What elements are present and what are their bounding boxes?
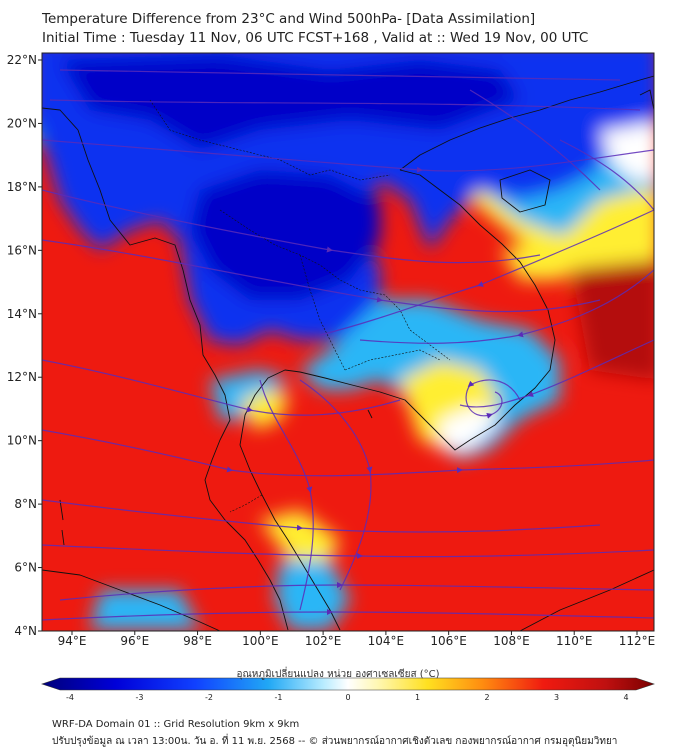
cool-southwest <box>90 590 200 630</box>
lat-tick-label: 14°N <box>7 307 37 321</box>
lon-tick-label: 102°E <box>305 634 342 648</box>
phu-quoc <box>367 409 373 419</box>
lat-tick-label: 18°N <box>7 180 37 194</box>
wind-streamlines <box>42 69 654 621</box>
streamline <box>59 582 654 601</box>
colorbar-label: อุณหภูมิเปลี่ยนแปลง หน่วย องศาเซลเซียส (… <box>236 669 440 680</box>
temperature-field <box>42 53 654 631</box>
warm-anomaly-deep <box>570 250 654 380</box>
map-title: Temperature Difference from 23°C and Win… <box>42 11 536 27</box>
streamline <box>42 139 654 173</box>
lat-tick-label: 10°N <box>7 434 37 448</box>
colorbar-tick-label: -4 <box>66 693 74 702</box>
vietnam-coast <box>399 169 556 441</box>
cambodia-coast <box>299 371 471 451</box>
streamline <box>42 499 601 533</box>
footer-resolution: WRF-DA Domain 01 :: Grid Resolution 9km … <box>52 719 300 730</box>
colorbar-bar <box>41 677 655 691</box>
streamline <box>42 359 401 416</box>
yellow-south-pocket <box>260 510 340 560</box>
lon-tick-label: 106°E <box>430 634 467 648</box>
lon-tick-label: 96°E <box>120 634 149 648</box>
andaman-islands <box>59 499 65 546</box>
lon-tick-label: 110°E <box>556 634 593 648</box>
streamline <box>42 609 654 621</box>
country-borders <box>149 99 451 513</box>
colorbar-tick-label: 0 <box>345 693 350 702</box>
colorbar-tick-label: -1 <box>275 693 283 702</box>
streamline <box>559 139 654 211</box>
malay-peninsula-west <box>204 419 289 631</box>
cool-upper-right <box>560 60 654 130</box>
colorbar-tick-label: -2 <box>205 693 213 702</box>
streamline <box>42 189 541 264</box>
hainan <box>499 169 551 213</box>
white-east <box>600 120 654 180</box>
streamline <box>299 379 373 591</box>
yellow-east-tongue <box>500 190 654 280</box>
cold-core <box>190 170 380 300</box>
latitude-axis: 22°N 20°N 18°N 16°N 14°N 12°N 10°N 8°N 6°N 4°N <box>7 53 42 638</box>
streamline <box>259 379 314 611</box>
streamline <box>49 99 641 111</box>
colorbar-tick-label: -3 <box>136 693 144 702</box>
lat-tick-label: 20°N <box>7 116 37 130</box>
lon-tick-label: 100°E <box>242 634 279 648</box>
lat-tick-label: 12°N <box>7 370 37 384</box>
borneo-fragment <box>519 569 654 631</box>
colorbar-tick-label: 1 <box>415 693 420 702</box>
lon-tick-label: 104°E <box>368 634 405 648</box>
colorbar-tick-label: 3 <box>554 693 559 702</box>
myanmar-coast <box>42 107 231 421</box>
china-coast <box>399 75 654 171</box>
lat-tick-label: 16°N <box>7 243 37 257</box>
colorbar-tick-label: 4 <box>623 693 628 702</box>
footer-credit: ปรับปรุงข้อมูล ณ เวลา 13:00น. วัน อ. ที่… <box>52 736 618 747</box>
streamline <box>42 544 654 559</box>
map-frame <box>41 52 655 632</box>
lon-tick-label: 112°E <box>619 634 656 648</box>
streamline <box>465 379 521 419</box>
lon-tick-label: 98°E <box>183 634 212 648</box>
streamline <box>469 89 601 191</box>
lon-tick-label: 94°E <box>58 634 87 648</box>
lat-tick-label: 6°N <box>14 561 37 575</box>
lat-tick-label: 8°N <box>14 497 37 511</box>
cool-gulf <box>210 370 290 420</box>
colorbar: -4 -3 -2 -1 0 1 2 3 4 <box>41 677 655 702</box>
streamline <box>319 209 654 336</box>
streamline <box>42 429 654 477</box>
streamline <box>59 69 621 81</box>
lon-tick-label: 108°E <box>493 634 530 648</box>
longitude-axis: 94°E 96°E 98°E 100°E 102°E 104°E 106°E 108°E 110… <box>58 631 656 648</box>
colorbar-tick-label: 2 <box>484 693 489 702</box>
streamline <box>42 239 601 313</box>
map-subtitle: Initial Time : Tuesday 11 Nov, 06 UTC FC… <box>42 30 589 46</box>
lat-tick-label: 4°N <box>14 624 37 638</box>
colorbar-ticks: -4 -3 -2 -1 0 1 2 3 4 <box>66 693 629 702</box>
sumatra-north <box>42 569 221 631</box>
lat-tick-label: 22°N <box>7 53 37 67</box>
malay-peninsula-east <box>239 444 341 631</box>
taiwan-fragment <box>639 89 654 111</box>
streamline <box>359 269 654 344</box>
